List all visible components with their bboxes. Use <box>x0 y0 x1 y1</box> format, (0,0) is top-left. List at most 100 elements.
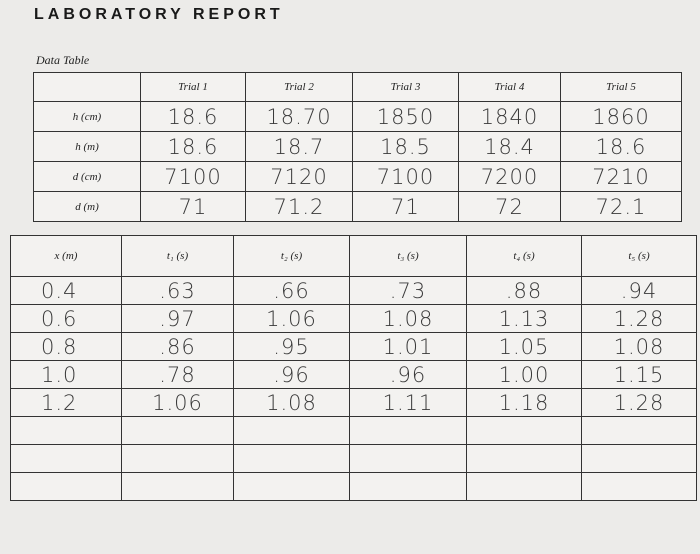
handwritten-value: 1.08 <box>233 388 350 417</box>
handwritten-value: 18.6 <box>140 131 246 162</box>
handwritten-value: 0.4 <box>10 276 122 305</box>
empty-cell <box>233 472 350 501</box>
handwritten-value: .66 <box>233 276 350 305</box>
empty-row <box>10 472 697 501</box>
handwritten-value: 1.05 <box>466 332 582 361</box>
column-header: t₄ (s) <box>466 235 582 277</box>
header-row: x (m) t₁ (s) t₂ (s) t₃ (s) t₄ (s) t₅ (s) <box>10 235 697 277</box>
table-row: h (m) 18.6 18.7 18.5 18.4 18.6 <box>33 131 682 162</box>
table-row: 0.8.86.95 1.01 1.05 1.08 <box>10 332 697 361</box>
handwritten-value: 1.01 <box>349 332 467 361</box>
empty-row <box>10 416 697 445</box>
column-header: Trial 2 <box>245 72 353 102</box>
empty-cell <box>121 472 234 501</box>
handwritten-value: 0.6 <box>10 304 122 333</box>
handwritten-value: 1.15 <box>581 360 697 389</box>
handwritten-value: 18.5 <box>352 131 459 162</box>
table-row: 1.0.78.96.96 1.00 1.15 <box>10 360 697 389</box>
handwritten-value: 7100 <box>140 161 246 192</box>
handwritten-value: 18.7 <box>245 131 353 162</box>
table-row: 1.2 1.06 1.08 1.11 1.18 1.28 <box>10 388 697 417</box>
handwritten-value: .96 <box>349 360 467 389</box>
handwritten-value: 1.06 <box>121 388 234 417</box>
handwritten-value: 1.0 <box>10 360 122 389</box>
handwritten-value: 7120 <box>245 161 353 192</box>
handwritten-value: 1.2 <box>10 388 122 417</box>
table-row: 0.4.63.66.73.88.94 <box>10 276 697 305</box>
handwritten-value: .94 <box>581 276 697 305</box>
empty-header-cell <box>33 72 141 102</box>
column-header: t₃ (s) <box>349 235 467 277</box>
handwritten-value: .96 <box>233 360 350 389</box>
handwritten-value: .86 <box>121 332 234 361</box>
handwritten-value: 1.13 <box>466 304 582 333</box>
empty-cell <box>121 444 234 473</box>
handwritten-value: 72 <box>458 191 561 222</box>
column-header: t₁ (s) <box>121 235 234 277</box>
empty-cell <box>349 416 467 445</box>
empty-cell <box>581 444 697 473</box>
empty-cell <box>233 416 350 445</box>
column-header: Trial 3 <box>352 72 459 102</box>
handwritten-value: 71.2 <box>245 191 353 222</box>
row-label: h (m) <box>33 131 141 162</box>
column-header: Trial 1 <box>140 72 246 102</box>
header-row: Trial 1 Trial 2 Trial 3 Trial 4 Trial 5 <box>33 72 682 102</box>
empty-cell <box>581 416 697 445</box>
empty-row <box>10 444 697 473</box>
table-row: h (cm) 18.6 18.70 1850 1840 1860 <box>33 101 682 132</box>
handwritten-value: 1.00 <box>466 360 582 389</box>
empty-cell <box>10 472 122 501</box>
handwritten-value: 71 <box>352 191 459 222</box>
empty-cell <box>466 444 582 473</box>
table-row: d (m) 71 71.2 71 72 72.1 <box>33 191 682 222</box>
handwritten-value: 18.6 <box>140 101 246 132</box>
handwritten-value: 72.1 <box>560 191 682 222</box>
handwritten-value: 1860 <box>560 101 682 132</box>
handwritten-value: .73 <box>349 276 467 305</box>
section-label: Data Table <box>36 53 90 67</box>
empty-cell <box>233 444 350 473</box>
handwritten-value: 18.6 <box>560 131 682 162</box>
column-header: Trial 4 <box>458 72 561 102</box>
handwritten-value: .88 <box>466 276 582 305</box>
handwritten-value: 18.4 <box>458 131 561 162</box>
handwritten-value: 1.28 <box>581 388 697 417</box>
empty-cell <box>466 416 582 445</box>
empty-cell <box>466 472 582 501</box>
row-label: d (cm) <box>33 161 141 192</box>
handwritten-value: 1.11 <box>349 388 467 417</box>
handwritten-value: 7200 <box>458 161 561 192</box>
table-row: 0.6.97 1.06 1.08 1.13 1.28 <box>10 304 697 333</box>
empty-cell <box>121 416 234 445</box>
handwritten-value: 1840 <box>458 101 561 132</box>
handwritten-value: 1.08 <box>349 304 467 333</box>
column-header: t₅ (s) <box>581 235 697 277</box>
empty-cell <box>581 472 697 501</box>
table-row: d (cm) 7100 7120 7100 7200 7210 <box>33 161 682 192</box>
row-label: h (cm) <box>33 101 141 132</box>
column-header: t₂ (s) <box>233 235 350 277</box>
row-label: d (m) <box>33 191 141 222</box>
timing-table: x (m) t₁ (s) t₂ (s) t₃ (s) t₄ (s) t₅ (s) 0.4.6… <box>10 235 697 501</box>
handwritten-value: 1.08 <box>581 332 697 361</box>
handwritten-value: 71 <box>140 191 246 222</box>
empty-cell <box>10 444 122 473</box>
handwritten-value: 1850 <box>352 101 459 132</box>
handwritten-value: 18.70 <box>245 101 353 132</box>
column-header: Trial 5 <box>560 72 682 102</box>
handwritten-value: .95 <box>233 332 350 361</box>
column-header: x (m) <box>10 235 122 277</box>
handwritten-value: .97 <box>121 304 234 333</box>
empty-cell <box>349 444 467 473</box>
handwritten-value: 7100 <box>352 161 459 192</box>
handwritten-value: 1.28 <box>581 304 697 333</box>
handwritten-value: 0.8 <box>10 332 122 361</box>
handwritten-value: .63 <box>121 276 234 305</box>
handwritten-value: .78 <box>121 360 234 389</box>
handwritten-value: 1.18 <box>466 388 582 417</box>
empty-cell <box>349 472 467 501</box>
report-title: LABORATORY REPORT <box>34 6 284 23</box>
